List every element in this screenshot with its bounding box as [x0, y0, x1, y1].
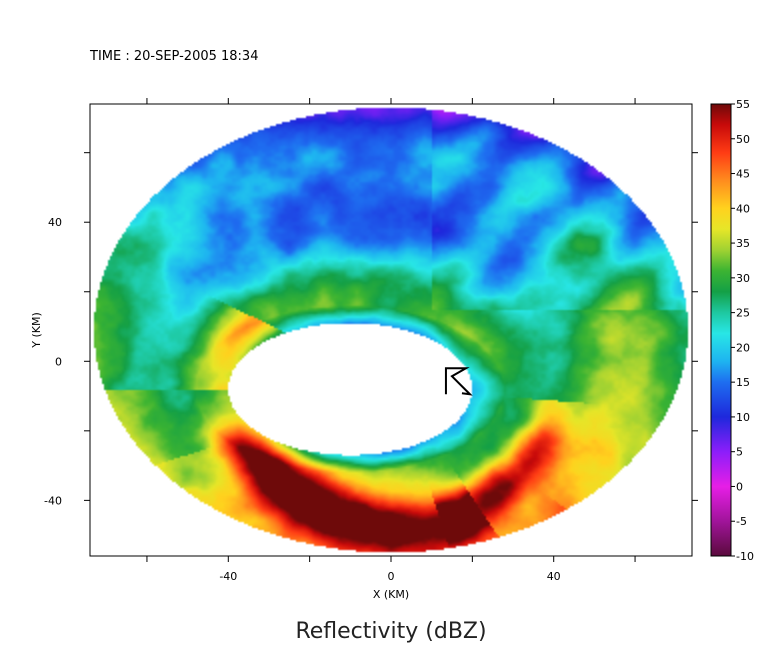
x-tick-label: 0 — [388, 570, 395, 583]
x-axis-label: X (KM) — [373, 588, 409, 601]
plot-area: -40 0 40 40 0 -40 — [44, 98, 698, 583]
timestamp-label: TIME : 20-SEP-2005 18:34 — [89, 49, 258, 64]
radar-field — [90, 104, 692, 556]
axis-ticks: -40 0 40 40 0 -40 — [44, 98, 698, 583]
colorbar-ramp — [710, 103, 732, 557]
colorbar-tick-label: 55 — [736, 98, 750, 111]
chart-title: Reflectivity (dBZ) — [295, 619, 486, 644]
colorbar-tick-label: -5 — [736, 515, 747, 528]
colorbar-tick-label: 25 — [736, 307, 750, 320]
colorbar-tick-label: 35 — [736, 237, 750, 250]
colorbar-tick-label: 0 — [736, 480, 743, 493]
colorbar-tick-label: 20 — [736, 341, 750, 354]
storm-motion-arrow-icon — [444, 367, 473, 396]
colorbar-tick-label: 5 — [736, 446, 743, 459]
x-tick-label: -40 — [219, 570, 237, 583]
colorbar-tick-label: 50 — [736, 133, 750, 146]
y-tick-label: 0 — [55, 355, 62, 368]
y-tick-label: 40 — [48, 216, 62, 229]
storm-marker — [444, 367, 473, 396]
colorbar-tick-label: 45 — [736, 168, 750, 181]
reflectivity-field — [90, 104, 692, 556]
y-axis-label: Y (KM) — [30, 312, 43, 349]
colorbar-tick-label: 15 — [736, 376, 750, 389]
colorbar-tick-label: 40 — [736, 202, 750, 215]
colorbar-tick-label: 30 — [736, 272, 750, 285]
colorbar-tick-label: -10 — [736, 550, 754, 563]
y-tick-label: -40 — [44, 494, 62, 507]
colorbar-tick-label: 10 — [736, 411, 750, 424]
x-tick-label: 40 — [547, 570, 561, 583]
